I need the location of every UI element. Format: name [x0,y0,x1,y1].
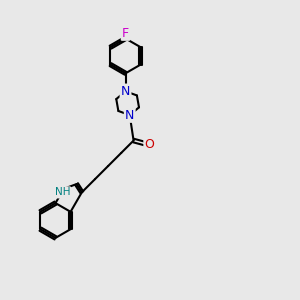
Text: O: O [145,138,154,151]
Text: NH: NH [55,188,70,197]
Text: N: N [125,109,134,122]
Text: N: N [121,85,130,98]
Text: F: F [122,27,129,40]
